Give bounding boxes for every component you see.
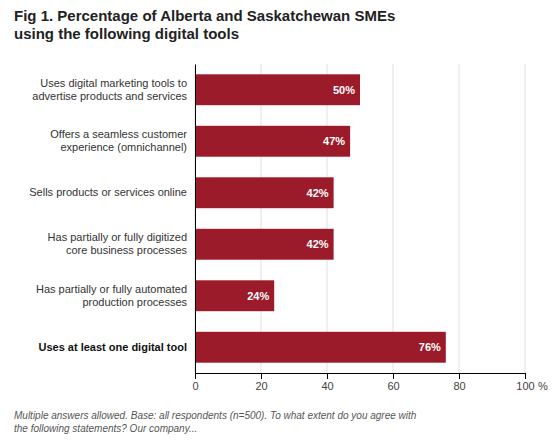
axis-line [196,374,526,380]
grid-line [195,64,196,373]
axis-title: % [538,380,548,392]
tick: 20 [255,373,267,392]
tick-label: Has partially or fully automatedproducti… [36,283,188,308]
tick: Uses at least one digital tool [38,341,187,353]
text-line: Uses digital marketing tools to [40,77,187,89]
tick-mark [525,373,526,379]
tick: 40 [321,373,333,392]
text-line: Uses at least one digital tool [38,341,187,353]
text-line: production processes [82,296,187,308]
data-labels: 76% 24% 42% 42% 47% 50% [247,84,441,354]
axis-line [195,65,196,374]
tick-label: Uses digital marketing tools toadvertise… [32,77,187,102]
text-line: advertise products and services [32,90,187,102]
text-line: Fig 1. Percentage of Alberta and Saskatc… [14,7,395,24]
tick-label: Uses at least one digital tool [38,341,187,353]
chart: Fig 1. Percentage of Alberta and Saskatc… [0,0,555,441]
bar [195,126,350,157]
footnote: Multiple answers allowed. Base: all resp… [14,410,417,434]
tick-label: Sells products or services online [29,186,187,198]
grid [195,64,525,373]
tick: 60 [387,373,399,392]
tick-label: 100 [516,380,534,392]
grid-line [459,64,460,373]
tick: Has partially or fully automatedproducti… [36,283,188,308]
tick-label: Offers a seamless customerexperience (om… [50,128,187,153]
tick: 80 [453,373,465,392]
tick-mark [327,373,328,379]
tick: 100 [516,373,534,392]
text-line: Has partially or fully digitized [48,231,187,243]
x-axis: 0 20 40 60 80 100 [192,373,534,392]
text-line: core business processes [66,244,188,256]
text-line: experience (omnichannel) [60,141,187,153]
data-label: 42% [307,187,329,199]
text-line: Sells products or services online [29,186,187,198]
tick: Offers a seamless customerexperience (om… [50,128,187,153]
tick-label: 0 [192,380,198,392]
data-label: 47% [323,135,345,147]
text-line: Multiple answers allowed. Base: all resp… [14,410,417,421]
tick-label: 60 [387,380,399,392]
tick-label: Has partially or fully digitizedcore bus… [48,231,188,256]
plot: 76% 24% 42% 42% 47% 50% 0 20 40 60 80 100% Uses at l… [29,64,548,392]
tick-mark [459,373,460,379]
bar [195,74,360,105]
tick: Uses digital marketing tools toadvertise… [32,77,187,102]
text-line: Has partially or fully automated [36,283,187,295]
tick: Has partially or fully digitizedcore bus… [48,231,188,256]
grid-line [393,64,394,373]
data-label: 76% [419,341,441,353]
tick-mark [195,373,196,379]
grid-line [525,64,526,373]
tick-label: 80 [453,380,465,392]
tick: 0 [192,373,198,392]
tick-label: 40 [321,380,333,392]
grid-line [327,64,328,373]
text-line: Offers a seamless customer [50,128,187,140]
tick-label: 20 [255,380,267,392]
data-label: 24% [247,290,269,302]
bar [195,229,334,260]
title: Fig 1. Percentage of Alberta and Saskatc… [14,7,395,42]
grid-line [261,64,262,373]
data-label: 42% [307,238,329,250]
tick-mark [261,373,262,379]
text-line: the following statements? Our company... [14,423,197,434]
tick-mark [393,373,394,379]
bars [195,74,446,362]
data-label: 50% [333,84,355,96]
tick: Sells products or services online [29,186,187,198]
y-axis: Uses at least one digital tool Has partia… [29,65,195,374]
bar [195,332,446,363]
bar [195,177,334,208]
bar [195,280,274,311]
text-line: using the following digital tools [14,25,239,42]
